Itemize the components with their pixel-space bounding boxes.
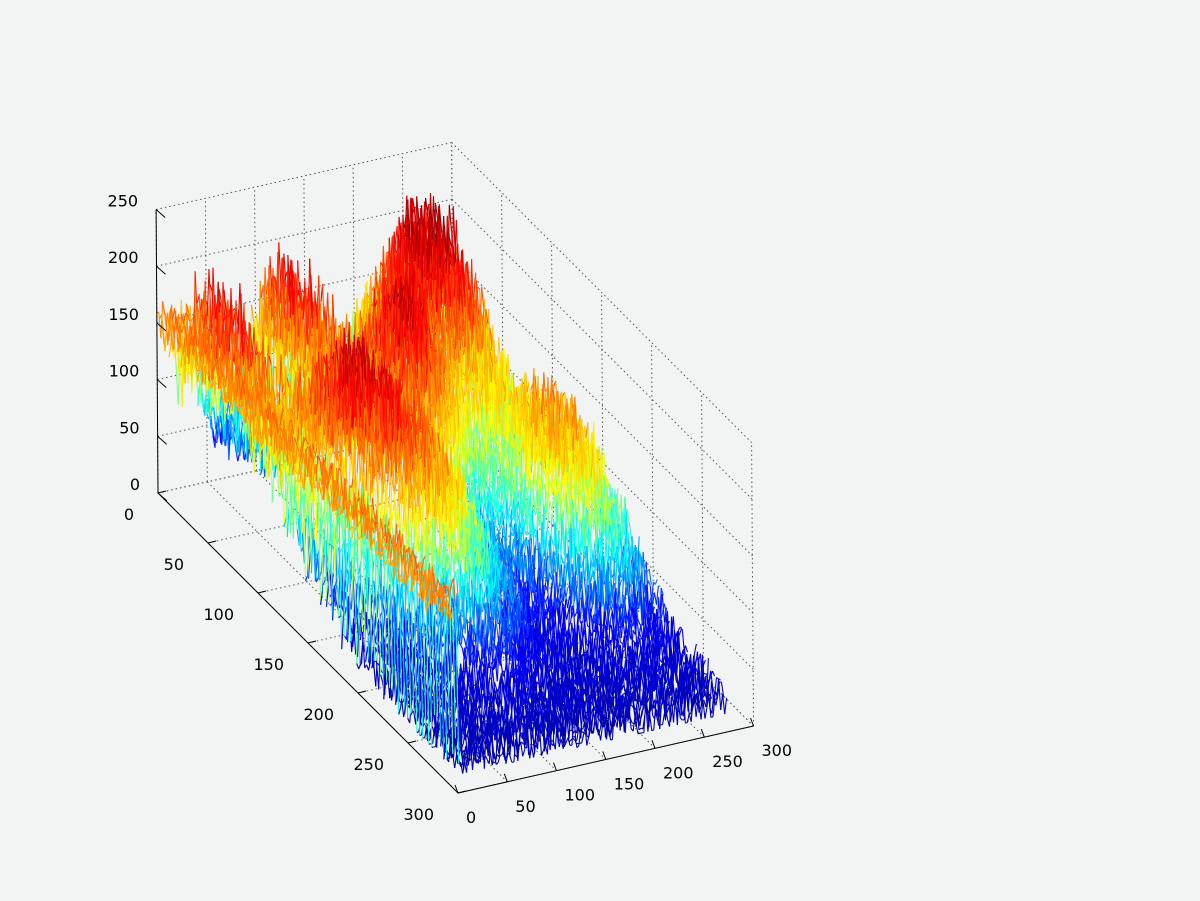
x-tick-mark (602, 751, 607, 760)
z-tick-mark (156, 265, 166, 275)
x-tick-mark (700, 729, 705, 738)
x-tick-mark (553, 762, 557, 771)
axes (155, 209, 754, 794)
y-tick-mark (157, 490, 167, 494)
z-tick-mark (157, 435, 167, 445)
y-axis-tick-labels: 0 50 100 150 200 250 300 (124, 505, 434, 824)
z-axis-line (155, 209, 159, 494)
z-tick-label: 250 (108, 192, 139, 211)
x-tick-label: 250 (712, 752, 743, 771)
x-tick-mark (503, 773, 508, 782)
grid-line-z-back (155, 142, 452, 210)
x-tick-label: 0 (466, 808, 476, 827)
y-tick-mark (357, 690, 367, 694)
x-tick-mark (454, 784, 459, 794)
y-tick-mark (307, 640, 317, 644)
z-tick-mark (156, 379, 167, 388)
x-tick-label: 50 (515, 797, 535, 816)
grid-line-z-back (156, 198, 453, 267)
z-tick-mark (156, 322, 167, 332)
x-tick-mark (750, 717, 754, 727)
y-tick-label: 150 (253, 655, 284, 674)
grid-line-z-right (451, 198, 753, 500)
z-tick-label: 150 (108, 305, 139, 324)
x-axis-tick-labels: 0 50 100 150 200 250 300 (466, 741, 792, 827)
x-tick-mark (651, 740, 656, 749)
surface-mesh (156, 193, 728, 774)
z-tick-mark (157, 492, 168, 502)
z-tick-label: 100 (109, 362, 140, 381)
x-tick-label: 300 (762, 741, 793, 760)
grid-line-z-right (452, 255, 753, 557)
z-tick-label: 200 (108, 248, 139, 267)
z-tick-label: 0 (130, 475, 140, 494)
x-tick-label: 200 (663, 763, 694, 782)
y-tick-mark (207, 540, 217, 544)
y-tick-label: 200 (303, 705, 334, 724)
z-tick-mark (155, 209, 166, 218)
y-tick-mark (257, 590, 267, 594)
y-tick-label: 300 (403, 805, 434, 824)
y-tick-label: 0 (124, 505, 134, 524)
grid-line-z-right (451, 142, 752, 443)
y-tick-mark (407, 740, 417, 744)
y-tick-label: 50 (164, 555, 184, 574)
x-tick-label: 100 (565, 786, 596, 805)
surface-row (441, 578, 728, 774)
x-tick-label: 150 (614, 775, 645, 794)
z-tick-label: 50 (119, 418, 139, 437)
z-axis-tick-labels: 0 50 100 150 200 250 (108, 192, 140, 495)
y-tick-label: 100 (203, 605, 234, 624)
y-tick-label: 250 (353, 755, 384, 774)
y-tick-mark (457, 790, 467, 794)
